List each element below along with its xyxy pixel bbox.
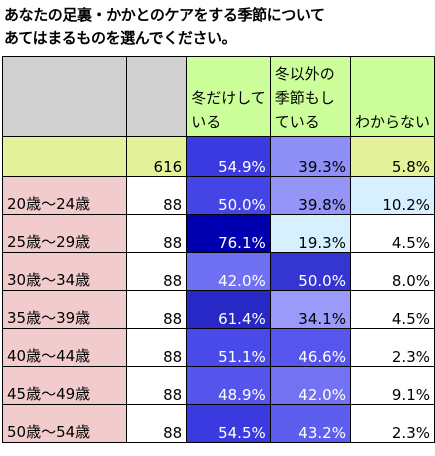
value-cell: 48.9% [186, 366, 271, 405]
age-label-cell: 45歳～49歳 [2, 366, 127, 405]
value-cell: 2.3% [349, 328, 435, 367]
age-row: 50歳～54歳 88 54.5% 43.2% 2.3% [2, 404, 435, 443]
age-row: 20歳～24歳 88 50.0% 39.8% 10.2% [2, 176, 435, 215]
total-value-cell: 54.9% [186, 136, 271, 177]
header-row: 冬だけして いる 冬以外の 季節もし ている わからない [2, 56, 435, 137]
age-label-cell: 30歳～34歳 [2, 252, 127, 291]
total-value-cell: 39.3% [269, 136, 351, 177]
n-cell: 88 [125, 290, 188, 329]
n-cell: 88 [125, 328, 188, 367]
value-cell: 4.5% [349, 290, 435, 329]
value-cell: 46.6% [269, 328, 351, 367]
total-row: 616 54.9% 39.3% 5.8% [2, 136, 435, 177]
total-label-cell [2, 136, 127, 177]
value-cell: 50.0% [186, 176, 271, 215]
value-cell: 19.3% [269, 214, 351, 253]
age-row: 40歳～44歳 88 51.1% 46.6% 2.3% [2, 328, 435, 367]
header-winter-only-l1: 冬だけして [191, 89, 266, 107]
value-cell: 43.2% [269, 404, 351, 443]
age-label-cell: 25歳～29歳 [2, 214, 127, 253]
value-cell: 61.4% [186, 290, 271, 329]
header-unknown: わからない [349, 56, 435, 137]
value-cell: 10.2% [349, 176, 435, 215]
header-winter-only: 冬だけして いる [186, 56, 271, 137]
header-other-seasons: 冬以外の 季節もし ている [269, 56, 351, 137]
header-other-seasons-l3: ている [274, 113, 320, 131]
age-label-cell: 35歳～39歳 [2, 290, 127, 329]
n-cell: 88 [125, 252, 188, 291]
value-cell: 76.1% [186, 214, 271, 253]
value-cell: 8.0% [349, 252, 435, 291]
age-label-cell: 50歳～54歳 [2, 404, 127, 443]
value-cell: 42.0% [269, 366, 351, 405]
title-line-2: あてはまるものを選んでください。 [4, 29, 237, 47]
header-blank-label [2, 56, 127, 137]
n-cell: 88 [125, 404, 188, 443]
header-other-seasons-l1: 冬以外の [274, 65, 335, 83]
age-label-cell: 20歳～24歳 [2, 176, 127, 215]
n-cell: 88 [125, 366, 188, 405]
value-cell: 34.1% [269, 290, 351, 329]
title-line-1: あなたの足裏・かかとのケアをする季節について [4, 6, 325, 24]
header-unknown-l1: わからない [354, 113, 430, 131]
value-cell: 54.5% [186, 404, 271, 443]
value-cell: 51.1% [186, 328, 271, 367]
total-n-cell: 616 [125, 136, 188, 177]
age-row: 45歳～49歳 88 48.9% 42.0% 9.1% [2, 366, 435, 405]
age-label-cell: 40歳～44歳 [2, 328, 127, 367]
n-cell: 88 [125, 176, 188, 215]
chart-title: あなたの足裏・かかとのケアをする季節について あてはまるものを選んでください。 [4, 4, 325, 50]
age-row: 35歳～39歳 88 61.4% 34.1% 4.5% [2, 290, 435, 329]
value-cell: 50.0% [269, 252, 351, 291]
crosstab-table: 冬だけして いる 冬以外の 季節もし ている わからない 616 54.9% 3… [2, 56, 435, 443]
value-cell: 9.1% [349, 366, 435, 405]
value-cell: 42.0% [186, 252, 271, 291]
header-winter-only-l2: いる [191, 113, 222, 131]
total-value-cell: 5.8% [349, 136, 435, 177]
value-cell: 39.8% [269, 176, 351, 215]
header-blank-n [125, 56, 188, 137]
age-row: 25歳～29歳 88 76.1% 19.3% 4.5% [2, 214, 435, 253]
value-cell: 4.5% [349, 214, 435, 253]
age-row: 30歳～34歳 88 42.0% 50.0% 8.0% [2, 252, 435, 291]
header-other-seasons-l2: 季節もし [274, 89, 335, 107]
n-cell: 88 [125, 214, 188, 253]
value-cell: 2.3% [349, 404, 435, 443]
